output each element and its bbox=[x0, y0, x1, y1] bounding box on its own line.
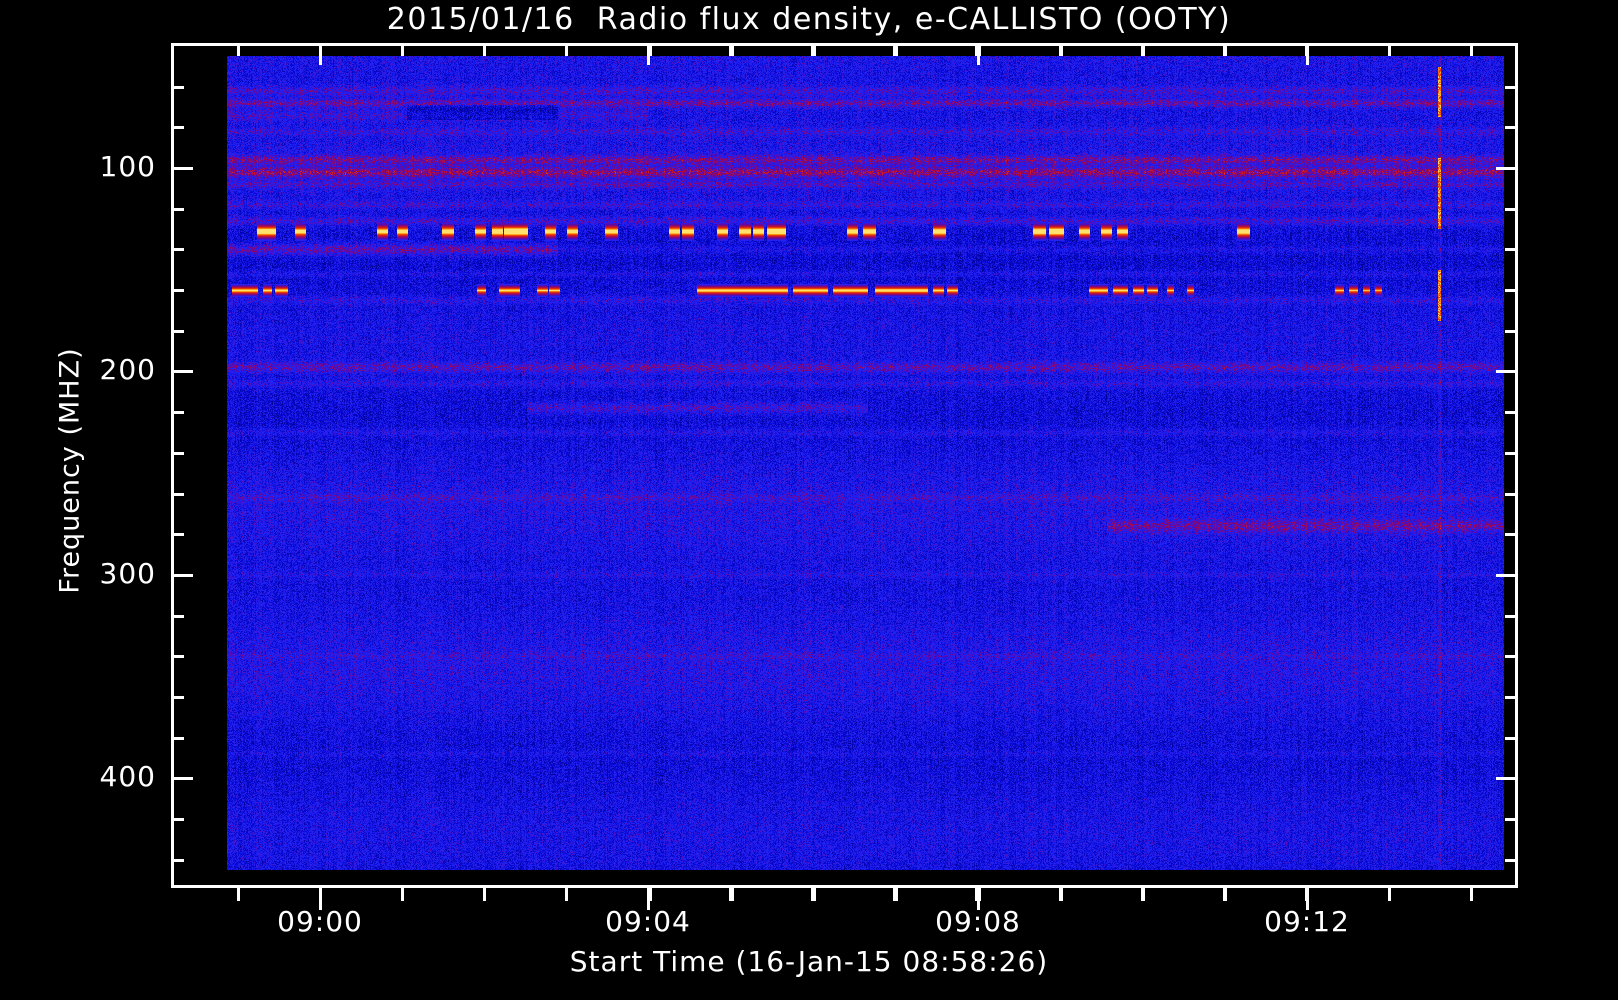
y-tick-right-100 bbox=[1496, 166, 1518, 170]
plot-frame bbox=[171, 43, 1518, 888]
x-tick-566 bbox=[565, 888, 568, 901]
y-tick-320 bbox=[171, 614, 184, 618]
x-tick-top-896 bbox=[895, 43, 898, 56]
x-tick-top-484 bbox=[483, 43, 486, 56]
x-tick-896 bbox=[895, 888, 898, 901]
y-tick-400 bbox=[171, 777, 193, 781]
y-tick-right-420 bbox=[1505, 818, 1518, 822]
x-tick-top-238 bbox=[237, 43, 240, 56]
x-tick-top-894 bbox=[893, 43, 896, 56]
y-tick-180 bbox=[171, 329, 184, 333]
x-tick-label-0908: 09:08 bbox=[935, 905, 1021, 938]
y-tick-220 bbox=[171, 411, 184, 415]
x-tick-894 bbox=[893, 888, 896, 901]
y-tick-label-300: 300 bbox=[99, 556, 156, 590]
x-tick-top-566 bbox=[565, 43, 568, 56]
x-tick-top-1307 bbox=[1306, 43, 1309, 65]
y-tick-right-200 bbox=[1496, 370, 1518, 374]
y-tick-right-320 bbox=[1505, 614, 1518, 618]
x-tick-1471 bbox=[1470, 888, 1473, 901]
y-tick-right-180 bbox=[1505, 329, 1518, 333]
x-tick-top-730 bbox=[729, 43, 732, 56]
x-tick-730 bbox=[729, 888, 732, 901]
y-tick-right-120 bbox=[1505, 207, 1518, 211]
x-tick-top-814 bbox=[813, 43, 816, 56]
x-tick-label-0904: 09:04 bbox=[605, 905, 691, 938]
x-tick-1143 bbox=[1142, 888, 1145, 901]
y-tick-right-240 bbox=[1505, 451, 1518, 455]
x-tick-812 bbox=[811, 888, 814, 901]
y-tick-right-80 bbox=[1505, 126, 1518, 130]
x-tick-979 bbox=[978, 888, 981, 901]
y-tick-240 bbox=[171, 451, 184, 455]
y-tick-120 bbox=[171, 207, 184, 211]
x-tick-top-976 bbox=[975, 43, 978, 56]
x-tick-1225 bbox=[1224, 888, 1227, 901]
y-tick-380 bbox=[171, 736, 184, 740]
x-tick-top-402 bbox=[401, 43, 404, 56]
y-tick-right-160 bbox=[1505, 289, 1518, 293]
y-tick-340 bbox=[171, 655, 184, 659]
x-tick-1061 bbox=[1060, 888, 1063, 901]
x-tick-648 bbox=[647, 888, 650, 910]
y-tick-right-380 bbox=[1505, 736, 1518, 740]
x-tick-1389 bbox=[1388, 888, 1391, 901]
dynamic-spectrum-image bbox=[227, 56, 1504, 870]
x-tick-top-320 bbox=[319, 43, 322, 65]
y-tick-right-440 bbox=[1505, 858, 1518, 862]
y-tick-280 bbox=[171, 533, 184, 537]
y-tick-420 bbox=[171, 818, 184, 822]
y-tick-label-100: 100 bbox=[99, 149, 156, 183]
y-tick-right-360 bbox=[1505, 696, 1518, 700]
x-tick-top-1225 bbox=[1224, 43, 1227, 56]
x-tick-732 bbox=[731, 888, 734, 901]
y-tick-360 bbox=[171, 696, 184, 700]
y-tick-right-220 bbox=[1505, 411, 1518, 415]
y-tick-right-340 bbox=[1505, 655, 1518, 659]
x-tick-top-1143 bbox=[1142, 43, 1145, 56]
x-tick-976 bbox=[975, 888, 978, 901]
x-tick-label-0900: 09:00 bbox=[277, 905, 363, 938]
y-tick-440 bbox=[171, 858, 184, 862]
x-tick-top-1389 bbox=[1388, 43, 1391, 56]
x-tick-top-979 bbox=[978, 43, 981, 56]
x-tick-814 bbox=[813, 888, 816, 901]
x-tick-402 bbox=[401, 888, 404, 901]
x-tick-top-812 bbox=[811, 43, 814, 56]
y-tick-right-60 bbox=[1505, 85, 1518, 89]
x-tick-top-1061 bbox=[1060, 43, 1063, 56]
x-tick-top-648 bbox=[647, 43, 650, 65]
y-tick-200 bbox=[171, 370, 193, 374]
y-tick-100 bbox=[171, 166, 193, 170]
x-tick-1307 bbox=[1306, 888, 1309, 910]
y-tick-right-300 bbox=[1496, 573, 1518, 577]
y-tick-label-200: 200 bbox=[99, 353, 156, 387]
y-axis-title: Frequency (MHZ) bbox=[54, 347, 86, 594]
y-tick-label-400: 400 bbox=[99, 760, 156, 794]
x-tick-top-1471 bbox=[1470, 43, 1473, 56]
x-axis-title: Start Time (16-Jan-15 08:58:26) bbox=[569, 945, 1049, 978]
x-tick-label-0912: 09:12 bbox=[1264, 905, 1350, 938]
y-tick-right-140 bbox=[1505, 248, 1518, 252]
x-tick-top-650 bbox=[649, 43, 652, 56]
y-tick-60 bbox=[171, 85, 184, 89]
x-tick-top-732 bbox=[731, 43, 734, 56]
y-tick-right-260 bbox=[1505, 492, 1518, 496]
y-tick-160 bbox=[171, 289, 184, 293]
page-title: 2015/01/16 Radio flux density, e-CALLIST… bbox=[386, 2, 1232, 37]
y-tick-140 bbox=[171, 248, 184, 252]
x-tick-650 bbox=[649, 888, 652, 901]
y-tick-260 bbox=[171, 492, 184, 496]
x-tick-238 bbox=[237, 888, 240, 901]
x-tick-484 bbox=[483, 888, 486, 901]
x-tick-320 bbox=[319, 888, 322, 910]
y-tick-300 bbox=[171, 573, 193, 577]
y-tick-right-280 bbox=[1505, 533, 1518, 537]
y-tick-right-400 bbox=[1496, 777, 1518, 781]
y-tick-80 bbox=[171, 126, 184, 130]
